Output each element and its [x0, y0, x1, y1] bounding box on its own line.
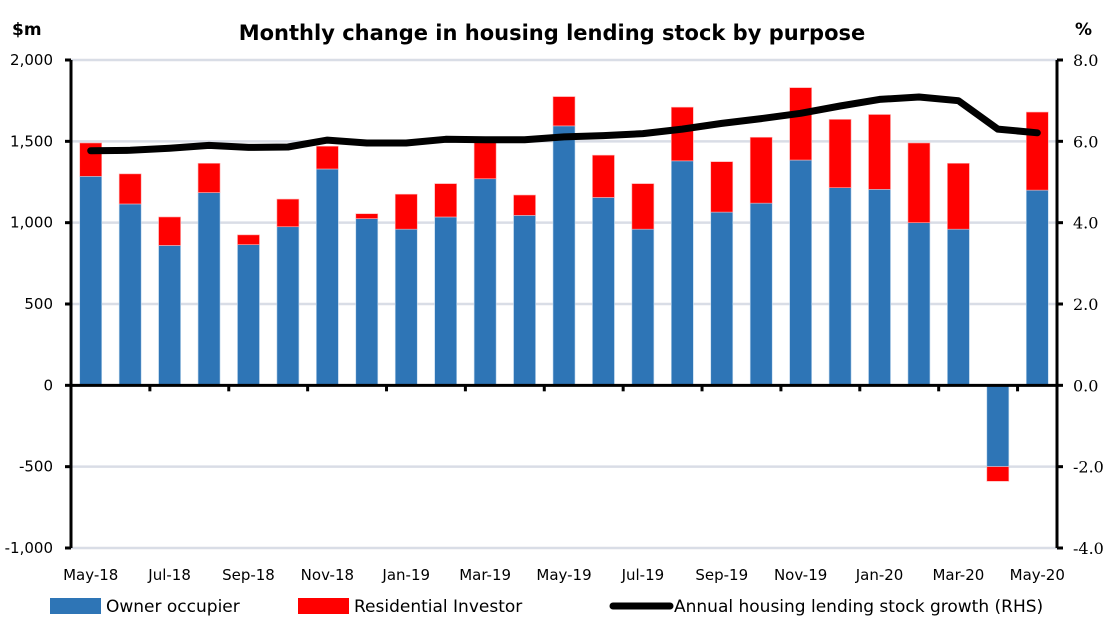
bar-owner-occupier-Feb-19 — [434, 216, 457, 386]
left-tick-label: 2,000 — [10, 51, 53, 69]
bar-residential-investor-Apr-19 — [513, 194, 536, 216]
x-tick-label: Jul-19 — [621, 566, 665, 584]
left-tick-labels: -1,000 -500 0 500 1,000 1,500 2,000 — [5, 51, 53, 557]
x-tick-label: Sep-18 — [222, 566, 275, 584]
right-tick-label: 6.0 — [1073, 132, 1098, 151]
bar-residential-investor-Sep-18 — [237, 234, 260, 245]
right-tick-label: -2.0 — [1073, 458, 1104, 477]
legend: Owner occupier Residential Investor Annu… — [50, 597, 1043, 617]
axes — [65, 58, 1063, 550]
bar-owner-occupier-May-18 — [79, 176, 103, 386]
left-tick-label: -500 — [19, 458, 53, 476]
bar-residential-investor-Oct-19 — [749, 136, 773, 204]
bar-owner-occupier-Oct-19 — [749, 202, 773, 386]
left-tick-label: 500 — [24, 295, 53, 313]
bar-owner-occupier-Jun-18 — [118, 203, 142, 386]
right-tick-label: -4.0 — [1073, 539, 1104, 558]
bar-owner-occupier-Mar-20 — [947, 228, 970, 386]
bar-owner-occupier-Dec-18 — [355, 218, 379, 386]
bar-residential-investor-Feb-19 — [434, 183, 457, 218]
left-tick-label: 1,500 — [10, 132, 53, 150]
bar-residential-investor-Apr-20 — [986, 466, 1010, 482]
right-axis-unit: % — [1075, 20, 1092, 40]
bar-owner-occupier-Feb-20 — [907, 222, 931, 386]
bar-owner-occupier-Apr-20 — [986, 385, 1010, 467]
bar-residential-investor-Aug-19 — [671, 106, 694, 162]
bar-owner-occupier-Jul-18 — [158, 245, 181, 386]
bar-residential-investor-Oct-18 — [276, 198, 300, 228]
bar-residential-investor-Jun-18 — [118, 173, 142, 205]
right-tick-labels: -4.0 -2.0 0.0 2.0 4.0 6.0 8.0 — [1073, 51, 1104, 558]
right-tick-label: 2.0 — [1073, 295, 1098, 314]
growth-line-group — [87, 93, 1041, 155]
bar-owner-occupier-Jun-19 — [592, 197, 615, 386]
bar-residential-investor-Aug-18 — [197, 162, 221, 193]
bar-owner-occupier-Nov-19 — [789, 159, 812, 386]
bar-residential-investor-Jul-19 — [631, 183, 655, 230]
bar-owner-occupier-Dec-19 — [828, 187, 852, 386]
bar-owner-occupier-Jul-19 — [631, 228, 655, 386]
x-tick-labels: May-18 Jul-18 Sep-18 Nov-18 Jan-19 Mar-19 May-… — [63, 566, 1065, 584]
left-tick-label: 1,000 — [10, 214, 53, 232]
x-tick-label: Mar-19 — [459, 566, 511, 584]
bar-owner-occupier-Apr-19 — [513, 215, 536, 386]
right-tick-label: 4.0 — [1073, 214, 1098, 233]
x-tick-label: Sep-19 — [695, 566, 748, 584]
left-axis-unit: $m — [12, 20, 42, 40]
bar-owner-occupier-Sep-18 — [237, 244, 260, 386]
x-tick-label: May-18 — [63, 566, 118, 584]
bar-residential-investor-Dec-19 — [828, 119, 852, 188]
bar-residential-investor-Mar-20 — [947, 162, 970, 230]
x-tick-label: Jul-18 — [147, 566, 191, 584]
x-tick-label: Jan-20 — [855, 566, 904, 584]
x-tick-label: Nov-19 — [774, 566, 827, 584]
bar-residential-investor-Jan-19 — [394, 193, 418, 230]
x-tick-label: May-20 — [1010, 566, 1065, 584]
right-tick-label: 8.0 — [1073, 51, 1098, 70]
bar-owner-occupier-Sep-19 — [710, 211, 734, 386]
bar-owner-occupier-Oct-18 — [276, 226, 300, 386]
bar-owner-occupier-May-20 — [1025, 189, 1049, 386]
bar-owner-occupier-Mar-19 — [473, 178, 497, 386]
bar-residential-investor-May-20 — [1025, 111, 1049, 191]
bar-owner-occupier-Aug-19 — [671, 160, 694, 386]
x-tick-label: Jan-19 — [381, 566, 430, 584]
bar-owner-occupier-Aug-18 — [197, 192, 221, 386]
x-tick-label: May-19 — [536, 566, 591, 584]
left-tick-label: -1,000 — [5, 539, 53, 557]
x-tick-label: Nov-18 — [301, 566, 354, 584]
legend-swatch-residential-investor — [298, 598, 349, 614]
bar-residential-investor-May-19 — [552, 96, 576, 127]
chart-title: Monthly change in housing lending stock … — [239, 21, 866, 45]
bar-residential-investor-Sep-19 — [710, 161, 734, 213]
legend-swatch-owner-occupier — [50, 598, 101, 614]
x-tick-label: Mar-20 — [932, 566, 984, 584]
bar-residential-investor-Nov-19 — [789, 87, 812, 161]
bars — [79, 87, 1049, 482]
legend-label-residential-investor: Residential Investor — [354, 597, 522, 617]
bar-owner-occupier-Jan-20 — [868, 189, 891, 386]
bar-residential-investor-Nov-18 — [316, 145, 339, 170]
bar-owner-occupier-May-19 — [552, 125, 576, 386]
bar-residential-investor-Dec-18 — [355, 213, 379, 219]
legend-label-growth-line: Annual housing lending stock growth (RHS… — [674, 597, 1043, 617]
bar-owner-occupier-Jan-19 — [394, 228, 418, 386]
bar-residential-investor-Feb-20 — [907, 142, 931, 223]
bar-residential-investor-Mar-19 — [473, 141, 497, 180]
bar-residential-investor-Jul-18 — [158, 216, 181, 246]
bar-residential-investor-Jan-20 — [868, 114, 891, 190]
bar-owner-occupier-Nov-18 — [316, 168, 339, 386]
legend-label-owner-occupier: Owner occupier — [106, 597, 240, 617]
left-tick-label: 0 — [43, 376, 53, 394]
right-tick-label: 0.0 — [1073, 376, 1098, 395]
bar-residential-investor-Jun-19 — [592, 154, 615, 198]
